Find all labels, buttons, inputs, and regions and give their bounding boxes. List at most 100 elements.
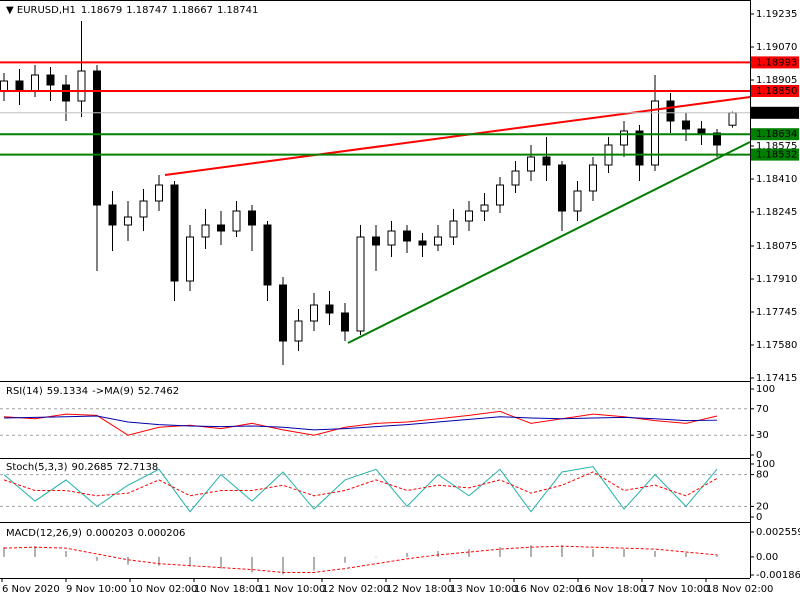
candle-body xyxy=(294,320,303,342)
macd-bar xyxy=(158,556,160,566)
macd-value: 0.000203 xyxy=(86,528,134,539)
candle-body xyxy=(558,164,566,212)
y-tick-label: 1.17910 xyxy=(756,274,797,285)
stoch-value: 90.2685 xyxy=(71,462,112,473)
candle-body xyxy=(713,132,721,146)
candle-body xyxy=(325,304,334,314)
price-level-tag xyxy=(751,56,799,69)
rsi-label: RSI(14) 59.1334 ->MA(9) 52.7462 xyxy=(6,386,179,397)
close: 1.18741 xyxy=(217,5,258,16)
candle-body xyxy=(697,128,706,134)
x-tick-label: 16 Nov 18:00 xyxy=(578,584,645,595)
macd-bar xyxy=(623,549,625,557)
y-tick-label: 70 xyxy=(756,404,769,415)
macd-bar xyxy=(344,556,346,563)
y-tick-label: 1.18905 xyxy=(756,75,797,86)
macd-bar xyxy=(282,556,284,575)
price-level-tag xyxy=(751,85,799,97)
y-tick-label: 1.19070 xyxy=(756,42,797,53)
candle-body xyxy=(666,100,675,122)
candle-body xyxy=(372,236,380,246)
candle-body xyxy=(418,240,427,246)
x-tick-label: 10 Nov 18:00 xyxy=(194,584,261,595)
macd-signal: 0.000206 xyxy=(138,528,186,539)
rsi-ma-value: 52.7462 xyxy=(138,386,179,397)
macd-title: MACD(12,26,9) xyxy=(6,528,82,539)
candle-body xyxy=(108,204,117,226)
stoch-title: Stoch(5,3,3) xyxy=(6,462,68,473)
macd-bar xyxy=(3,547,5,557)
high: 1.18747 xyxy=(126,5,167,16)
y-tick-label: 1.18410 xyxy=(756,174,797,185)
candle-body xyxy=(232,210,241,232)
y-tick-label: 100 xyxy=(756,459,775,470)
macd-bar xyxy=(654,551,656,557)
macd-bar xyxy=(406,553,408,557)
price-level-tag xyxy=(751,128,799,141)
candle-body xyxy=(496,184,504,206)
x-tick-label: 17 Nov 10:00 xyxy=(642,584,709,595)
candle-body xyxy=(263,224,272,286)
candle-body xyxy=(480,204,489,212)
candle-body xyxy=(217,224,225,232)
candle-body xyxy=(620,130,628,146)
candle-body xyxy=(46,74,55,86)
x-tick-label: 16 Nov 02:00 xyxy=(514,584,581,595)
rsi-title: RSI(14) xyxy=(6,386,43,397)
macd-label: MACD(12,26,9) 0.000203 0.000206 xyxy=(6,528,185,539)
x-tick-label: 10 Nov 02:00 xyxy=(130,584,197,595)
y-tick-label: 1.17580 xyxy=(756,340,797,351)
trendline xyxy=(164,96,751,176)
candle-body xyxy=(139,200,148,218)
y-tick-label: 0 xyxy=(756,450,762,461)
candle-body xyxy=(434,236,442,246)
candle-body xyxy=(682,120,690,130)
indicator-line xyxy=(3,466,718,513)
macd-bar xyxy=(499,547,501,557)
y-tick-label: 0.00 xyxy=(756,552,778,563)
candle-body xyxy=(341,312,349,332)
candle-body xyxy=(62,84,70,102)
rsi-ma-title: ->MA(9) xyxy=(92,386,134,397)
x-tick-label: 9 Nov 10:00 xyxy=(66,584,127,595)
y-tick-label: 0 xyxy=(756,512,762,523)
x-tick-label: 11 Nov 10:00 xyxy=(258,584,325,595)
candle-body xyxy=(449,220,458,238)
stoch-label: Stoch(5,3,3) 90.2685 72.7138 xyxy=(6,462,158,473)
candle-body xyxy=(15,80,24,92)
y-tick-label: 1.18575 xyxy=(756,141,797,152)
macd-bar xyxy=(96,556,98,561)
macd-signal xyxy=(3,545,718,573)
open: 1.18679 xyxy=(81,5,122,16)
y-tick-label: 1.18245 xyxy=(756,207,797,218)
y-tick-label: 0.002559 xyxy=(756,527,800,538)
candle-body xyxy=(573,190,582,212)
y-tick-label: 1.17415 xyxy=(756,373,797,384)
macd-bar xyxy=(34,546,36,557)
rsi-value: 59.1334 xyxy=(47,386,88,397)
candle-body xyxy=(356,236,365,332)
bid-tag xyxy=(751,106,799,119)
candle-body xyxy=(635,130,644,166)
indicator-line xyxy=(3,415,718,431)
x-tick-label: 6 Nov 2020 xyxy=(2,584,60,595)
candle-body xyxy=(201,224,210,238)
candle-body xyxy=(542,156,551,166)
candle-body xyxy=(77,70,86,102)
macd-bar xyxy=(561,545,563,557)
macd-bar xyxy=(65,551,67,557)
y-tick-label: 1.18075 xyxy=(756,241,797,252)
macd-bar xyxy=(592,549,594,557)
price-level-label: 1.18993 xyxy=(756,57,797,68)
y-tick-label: 20 xyxy=(756,501,769,512)
y-tick-label: -0.001861 xyxy=(756,570,800,581)
price-level-label: 1.18634 xyxy=(756,129,797,140)
candle-body xyxy=(387,230,396,246)
candle-body xyxy=(651,100,659,166)
candle-body xyxy=(0,80,8,92)
macd-bar xyxy=(313,556,315,571)
macd-bar xyxy=(251,556,253,573)
candle-body xyxy=(248,210,256,226)
macd-bar xyxy=(468,549,470,557)
y-tick-label: 1.17745 xyxy=(756,307,797,318)
